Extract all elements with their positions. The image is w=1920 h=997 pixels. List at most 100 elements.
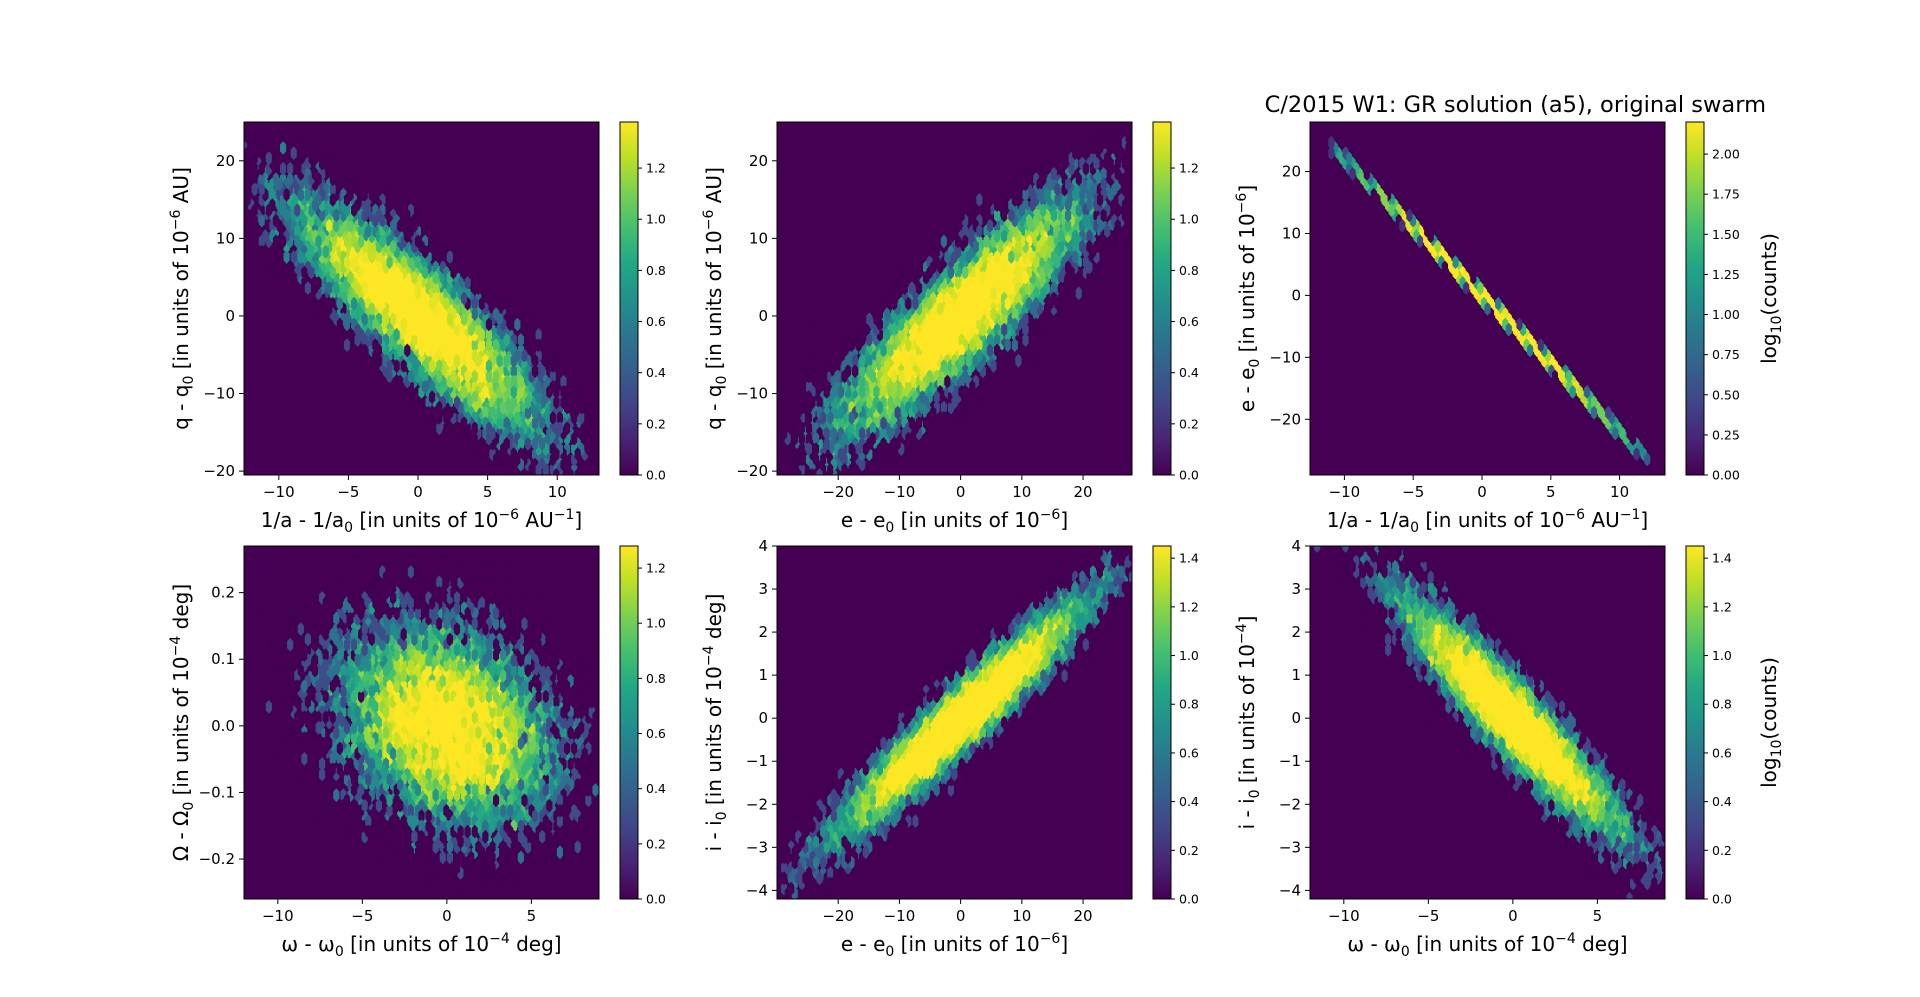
hex-cell — [1470, 270, 1477, 285]
hex-cell — [411, 632, 418, 647]
hex-cell — [382, 580, 390, 595]
hex-cell — [390, 850, 397, 865]
hex-cell — [517, 663, 524, 678]
hex-cell — [322, 689, 329, 704]
hex-cell — [485, 762, 492, 777]
hex-cell — [958, 385, 965, 399]
hex-cell — [1050, 208, 1057, 223]
hex-cell — [432, 840, 439, 854]
hex-cell — [532, 809, 539, 823]
hex-cell — [343, 720, 350, 735]
hex-cell — [283, 726, 290, 740]
hex-cell — [873, 385, 880, 399]
hex-cell — [485, 689, 492, 704]
hex-cell — [382, 819, 390, 834]
hex-cell — [809, 395, 816, 410]
y-tick-label: 10 — [749, 229, 768, 247]
hex-cell — [503, 850, 510, 865]
hex-cell — [375, 250, 382, 264]
hex-cell — [269, 746, 276, 761]
hex-cell — [485, 845, 492, 860]
hex-cell — [546, 653, 553, 668]
hex-cell — [581, 385, 588, 399]
hex-cell — [524, 663, 532, 678]
hex-cell — [1125, 130, 1132, 145]
hex-cell — [326, 281, 333, 295]
hex-cell — [919, 390, 926, 404]
hex-cell — [443, 648, 450, 662]
colorbar: 0.00.20.40.60.81.01.2 — [1152, 121, 1199, 483]
hex-cell — [827, 411, 834, 425]
hex-cell — [965, 250, 972, 264]
hex-cell — [830, 426, 837, 441]
hex-cell — [432, 736, 439, 751]
hex-cell — [539, 653, 546, 668]
hex-cell — [990, 359, 997, 373]
hex-cell — [503, 437, 510, 451]
hex-cell — [386, 679, 393, 694]
hex-cell — [503, 611, 510, 626]
hex-cell — [411, 622, 418, 636]
hex-cell — [400, 814, 407, 828]
hex-cell — [532, 416, 539, 430]
hex-cell — [461, 757, 468, 771]
hex-cell — [365, 203, 372, 218]
hex-cell — [1406, 208, 1413, 223]
hex-cell — [937, 291, 944, 306]
hex-cell — [290, 291, 297, 306]
hex-cell — [947, 296, 954, 311]
hex-cell — [439, 757, 446, 771]
hex-cell — [521, 596, 528, 610]
hex-cell — [866, 395, 873, 410]
hex-cell — [329, 172, 336, 186]
hex-cell — [510, 374, 517, 389]
hex-cell — [564, 814, 571, 828]
hex-cell — [1072, 229, 1079, 244]
hex-cell — [432, 322, 439, 337]
hex-cell — [244, 193, 251, 207]
hex-cell — [414, 234, 421, 249]
hex-cell — [379, 213, 386, 228]
hex-cell — [567, 715, 574, 730]
hex-cell — [1527, 343, 1534, 358]
hex-cell — [276, 122, 283, 129]
hex-cell — [471, 338, 478, 353]
hex-cell — [326, 302, 333, 316]
hex-cell — [343, 637, 350, 652]
hex-cell — [255, 684, 262, 699]
hex-cell — [351, 720, 358, 735]
hex-cell — [343, 255, 350, 270]
hex-cell — [1040, 172, 1047, 186]
hex-cell — [365, 224, 372, 238]
hex-cell — [503, 819, 510, 834]
hex-cell — [553, 395, 560, 410]
hex-cell — [848, 411, 855, 425]
hex-cell — [915, 281, 923, 295]
hex-cell — [805, 421, 812, 436]
hex-cell — [418, 705, 425, 719]
hex-cell — [453, 788, 461, 803]
hex-cell — [422, 637, 429, 652]
hex-cell — [1011, 224, 1018, 238]
hex-cell — [368, 674, 375, 688]
hex-cell — [990, 286, 997, 301]
hex-cell — [539, 871, 546, 886]
hex-cell — [1100, 167, 1107, 181]
hex-cell — [891, 369, 898, 384]
hex-cell — [915, 333, 923, 347]
hex-cell — [500, 286, 507, 301]
hex-cell — [549, 359, 556, 373]
hex-cell — [411, 829, 418, 844]
hex-cell — [1043, 187, 1050, 202]
hex-cell — [322, 710, 329, 725]
y-tick-label: 10 — [216, 229, 235, 247]
hex-cell — [354, 343, 361, 358]
hex-cell — [294, 161, 301, 176]
hex-cell — [244, 172, 251, 186]
hex-cell — [795, 416, 802, 430]
hex-cell — [315, 783, 322, 797]
hex-cell — [453, 353, 461, 368]
hex-cell — [1097, 122, 1104, 135]
hex-cell — [450, 369, 457, 384]
hex-cell — [1441, 260, 1448, 275]
